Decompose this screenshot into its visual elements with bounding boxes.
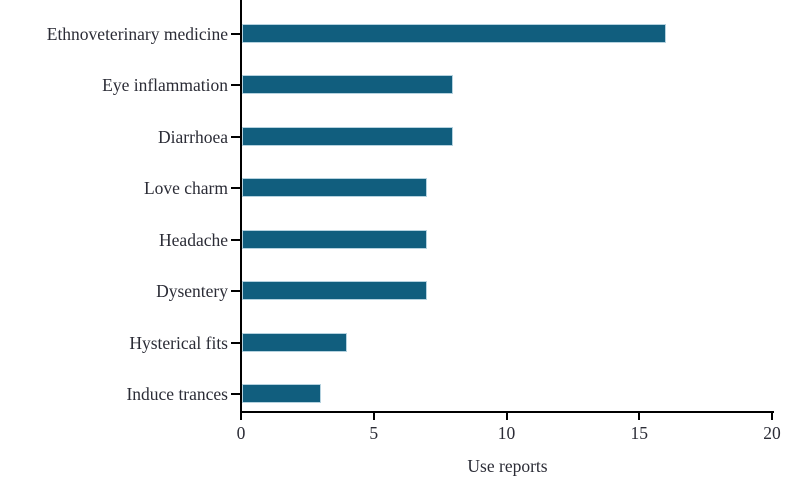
- bar: [242, 384, 321, 404]
- bar: [242, 126, 454, 146]
- x-axis-line: [240, 411, 774, 413]
- y-axis-tick: [231, 135, 240, 138]
- y-axis-tick: [231, 393, 240, 396]
- category-label: Dysentery: [156, 281, 228, 302]
- category-label: Headache: [159, 229, 228, 250]
- bar: [242, 178, 427, 198]
- x-axis-tick-label: 15: [630, 423, 649, 443]
- x-axis-tick: [771, 413, 773, 420]
- y-axis-tick: [231, 187, 240, 190]
- category-label: Love charm: [143, 178, 228, 199]
- x-axis-title: Use reports: [467, 456, 548, 476]
- y-axis-tick: [231, 290, 240, 293]
- x-axis-tick: [505, 413, 508, 420]
- y-axis-tick: [231, 341, 240, 344]
- x-axis-tick-label: 5: [369, 423, 379, 443]
- bar: [242, 281, 427, 301]
- x-axis-tick: [372, 413, 375, 420]
- x-axis-tick: [240, 413, 242, 420]
- y-axis-tick: [231, 84, 240, 87]
- x-axis-tick: [638, 413, 641, 420]
- bar: [242, 75, 454, 95]
- category-label: Ethnoveterinary medicine: [46, 23, 228, 44]
- category-label: Induce trances: [126, 384, 228, 405]
- y-axis-tick: [231, 32, 240, 35]
- bar: [242, 332, 348, 352]
- y-axis-line: [240, 0, 242, 413]
- category-label: Diarrhoea: [158, 126, 228, 147]
- category-label: Hysterical fits: [129, 332, 228, 353]
- y-axis-tick: [231, 238, 240, 241]
- x-axis-tick-label: 20: [763, 423, 781, 443]
- x-axis-tick-label: 0: [236, 423, 246, 443]
- bar: [242, 23, 666, 43]
- x-axis-tick-label: 10: [497, 423, 516, 443]
- category-label: Eye inflammation: [102, 75, 228, 96]
- bar: [242, 229, 427, 249]
